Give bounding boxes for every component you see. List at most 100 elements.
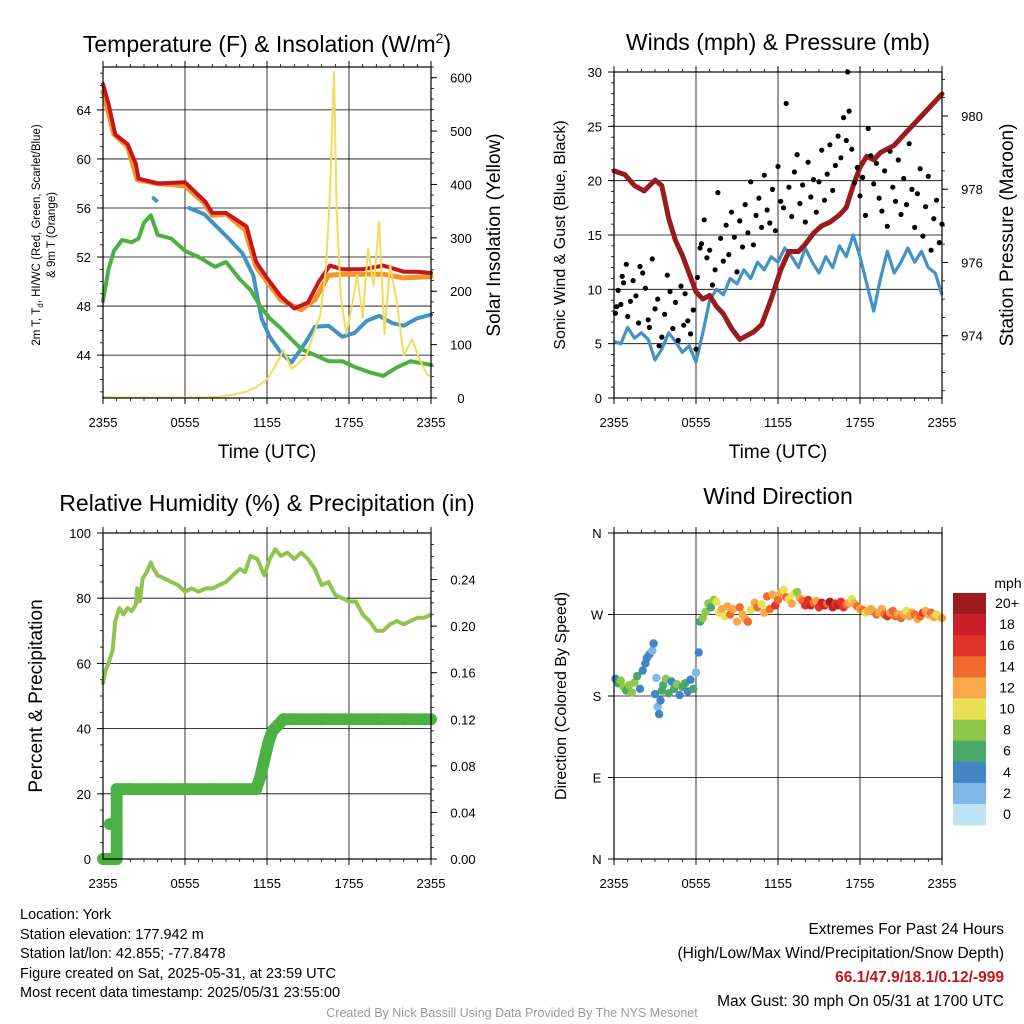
extremes-title: Extremes For Past 24 Hours <box>808 921 1004 938</box>
panel-wind-direction: N E S W N 2355 0555 1155 1755 2355 Wind Direction D… <box>553 483 1022 891</box>
sonic-wind-line <box>613 233 944 364</box>
gust-point <box>794 152 800 158</box>
direction-point <box>633 671 642 681</box>
y2-tick-label: 0.04 <box>450 805 475 820</box>
plot-frame <box>102 532 432 860</box>
x-tick-label: 1155 <box>253 415 281 430</box>
gust-point <box>925 173 931 179</box>
gust-point <box>909 186 915 192</box>
direction-point <box>627 688 636 697</box>
gust-point <box>813 209 819 215</box>
gust-point <box>884 223 890 229</box>
direction-point <box>732 617 742 626</box>
gust-point <box>780 205 787 211</box>
y-tick-label: 40 <box>77 722 91 737</box>
gust-point <box>895 157 901 163</box>
gust-point <box>824 171 830 177</box>
gust-point <box>802 219 808 225</box>
gust-point <box>772 228 778 234</box>
gust-point <box>701 217 707 223</box>
gust-point <box>640 270 646 276</box>
direction-point <box>649 639 658 648</box>
x-tick-label: 1755 <box>335 876 364 891</box>
x-tick-label: 1155 <box>764 415 792 430</box>
winds-y-label: Sonic Wind & Gust (Blue, Black) <box>552 120 569 349</box>
y2-tick-label: 200 <box>450 284 472 299</box>
direction-point <box>654 709 664 719</box>
speed-legend: mph 20+ 18 16 14 12 10 8 6 4 2 0 <box>953 575 1022 826</box>
gust-point <box>704 255 710 261</box>
y-tick-label: 5 <box>595 337 602 352</box>
gust-point <box>662 311 668 317</box>
gust-point <box>693 346 699 352</box>
y-tick-label: 64 <box>77 103 91 118</box>
y2-tick-label: 974 <box>961 329 983 344</box>
gust-point <box>759 224 765 230</box>
x-tick-label: 0555 <box>171 876 200 891</box>
gust-point <box>739 244 746 250</box>
legend-swatch <box>953 614 986 636</box>
station-elevation: Station elevation: 177.942 m <box>20 926 204 943</box>
plot-frame <box>613 532 943 860</box>
y-tick-label: S <box>593 689 602 704</box>
gust-point <box>715 190 721 196</box>
gust-point <box>914 191 921 197</box>
direction-point <box>616 676 625 685</box>
x-tick-label: 1755 <box>846 876 875 891</box>
temp-chart-title: Temperature (F) & Insolation (W/m2) <box>83 30 451 57</box>
gust-point <box>734 269 740 275</box>
gust-point <box>726 252 732 258</box>
gust-point <box>865 125 871 132</box>
panel-temperature: 44 48 52 56 60 64 0 100 200 300 400 500 600 2355 0555 1… <box>31 30 505 463</box>
gust-point <box>933 197 940 203</box>
legend-label: 0 <box>1003 806 1011 822</box>
gust-point <box>871 181 877 187</box>
gust-point <box>906 141 912 147</box>
x-tick-label: 0555 <box>682 876 711 891</box>
gust-point <box>625 313 631 320</box>
direction-point <box>675 690 684 700</box>
x-tick-label: 2355 <box>417 876 446 891</box>
gust-point <box>685 318 691 324</box>
direction-point <box>648 646 657 655</box>
gust-point <box>670 325 676 332</box>
legend-swatch <box>953 740 986 763</box>
gust-point <box>816 179 822 185</box>
gust-point <box>619 273 625 279</box>
gust-point <box>615 287 621 293</box>
gust-point <box>681 322 687 328</box>
gust-point <box>903 202 910 208</box>
gust-point <box>690 307 696 313</box>
y2-tick-label: 0.24 <box>450 573 475 588</box>
gust-point <box>649 256 655 262</box>
gust-point <box>936 240 942 246</box>
x-tick-label: 2355 <box>928 415 957 430</box>
gust-point <box>712 267 718 273</box>
gust-point <box>656 343 662 349</box>
legend-label: 4 <box>1003 764 1011 780</box>
gust-point <box>750 242 757 248</box>
y2-tick-label: 100 <box>450 338 472 353</box>
gust-point <box>707 247 713 253</box>
temp-series-line <box>101 82 433 311</box>
gust-point <box>882 168 888 174</box>
direction-point <box>638 666 647 675</box>
direction-point <box>779 585 788 595</box>
gust-point <box>808 194 814 200</box>
legend-label: 10 <box>999 701 1015 717</box>
gust-point <box>623 261 629 267</box>
extremes-subtitle: (High/Low/Max Wind/Precipitation/Snow De… <box>677 945 1005 962</box>
y2-tick-label: 0 <box>457 391 464 406</box>
max-gust-text: Max Gust: 30 mph On 05/31 at 1700 UTC <box>717 993 1004 1010</box>
gust-point <box>718 235 724 241</box>
x-tick-label: 2355 <box>928 876 957 891</box>
gust-point <box>621 280 627 286</box>
gust-point <box>800 182 806 188</box>
plot-frame <box>613 71 943 399</box>
y-tick-label: 15 <box>588 228 602 243</box>
x-tick-label: 0555 <box>171 415 200 430</box>
gust-point <box>682 291 688 297</box>
gust-point <box>618 301 624 308</box>
precipitation-point <box>103 818 116 831</box>
